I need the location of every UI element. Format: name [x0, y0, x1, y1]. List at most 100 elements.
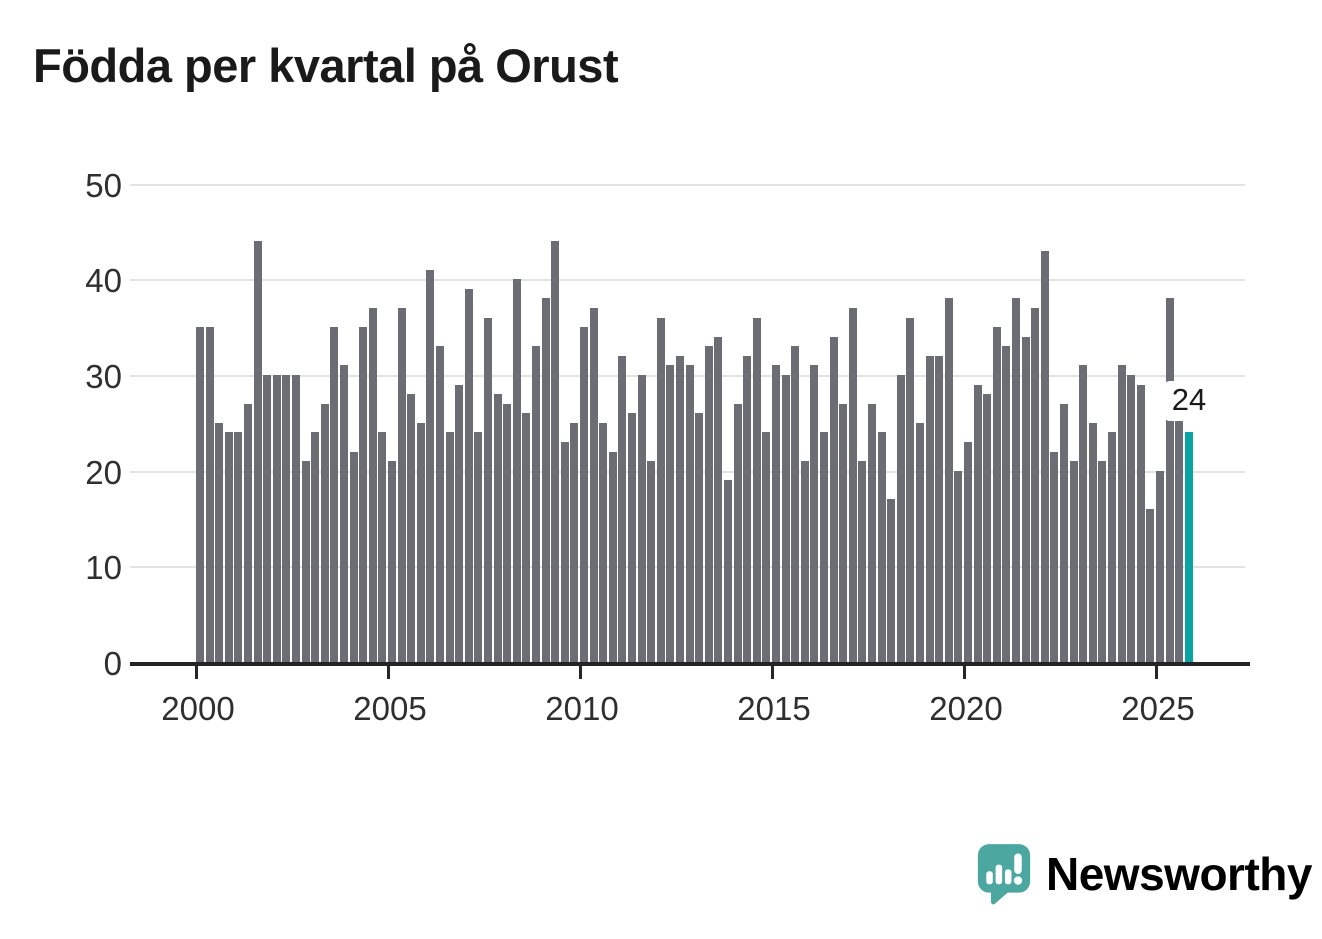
bar-2003-q2: [320, 403, 329, 662]
bar-2024-q1: [1117, 365, 1126, 662]
bar-2023-q4: [1108, 432, 1116, 662]
x-axis-label-2025: 2025: [1121, 690, 1195, 727]
bar-2017-q4: [877, 432, 886, 662]
x-axis-tick-2000: [195, 666, 198, 679]
x-axis-label-2020: 2020: [929, 690, 1003, 727]
newsworthy-logo-icon: [977, 844, 1031, 905]
bar-2012-q3: [676, 355, 684, 662]
bar-2011-q1: [618, 355, 627, 662]
bar-2003-q1: [311, 432, 320, 662]
gridline-50: [130, 183, 1245, 186]
bar-2013-q2: [704, 346, 713, 662]
bar-2004-q1: [349, 451, 358, 662]
bar-2016-q4: [839, 403, 848, 662]
bar-2021-q3: [1021, 336, 1030, 662]
bar-2014-q1: [733, 403, 742, 662]
bar-2001-q3: [253, 241, 262, 662]
bar-2020-q3: [983, 394, 992, 662]
bar-2000-q2: [205, 327, 214, 662]
bar-2017-q2: [858, 461, 867, 662]
bar-2004-q3: [368, 308, 377, 662]
newsworthy-logo-text: Newsworthy: [1046, 848, 1312, 900]
bar-2006-q4: [455, 384, 464, 662]
bar-2022-q4: [1069, 461, 1078, 662]
x-axis-line: [130, 662, 1250, 666]
bar-2009-q2: [551, 241, 560, 662]
bar-2024-q2: [1127, 375, 1136, 662]
bar-2001-q2: [244, 403, 252, 662]
bar-2009-q4: [570, 422, 579, 662]
bar-2005-q4: [416, 422, 425, 662]
bar-2012-q4: [685, 365, 694, 662]
bar-2012-q1: [656, 317, 665, 662]
bar-2025-q3: [1175, 413, 1184, 662]
newsworthy-logo[interactable]: Newsworthy: [976, 842, 1312, 906]
bar-2025-q1: [1156, 470, 1164, 662]
bar-2025-q4: [1184, 432, 1193, 662]
bar-2011-q3: [637, 375, 646, 662]
bar-2002-q2: [282, 375, 291, 662]
callout-value: 24: [1171, 382, 1207, 418]
bar-2006-q2: [436, 346, 444, 662]
bar-2003-q4: [340, 365, 348, 662]
bar-2010-q4: [608, 451, 617, 662]
bar-2020-q4: [992, 327, 1001, 662]
bar-2024-q4: [1146, 508, 1155, 662]
bar-2002-q1: [272, 375, 281, 662]
bar-2008-q2: [512, 279, 521, 662]
y-axis-label-0: 0: [103, 645, 122, 682]
bar-2009-q1: [541, 298, 550, 662]
bar-2011-q2: [628, 413, 636, 662]
bar-2002-q3: [292, 375, 300, 662]
bar-2019-q2: [935, 355, 944, 662]
bar-2013-q1: [695, 413, 704, 662]
bar-2003-q3: [330, 327, 339, 662]
bar-2015-q1: [772, 365, 780, 662]
bar-2013-q3: [714, 336, 723, 662]
x-axis-label-2000: 2000: [161, 690, 235, 727]
bar-2014-q3: [752, 317, 761, 662]
bar-2012-q2: [666, 365, 675, 662]
bar-2008-q3: [522, 413, 531, 662]
y-axis-label-20: 20: [85, 453, 122, 491]
bar-2005-q1: [388, 461, 396, 662]
bar-2017-q3: [868, 403, 876, 662]
bar-2019-q4: [954, 470, 963, 662]
bar-2007-q3: [484, 317, 492, 662]
bar-2023-q1: [1079, 365, 1088, 662]
bar-2000-q4: [224, 432, 233, 662]
bar-2008-q4: [532, 346, 540, 662]
bar-2014-q4: [762, 432, 771, 662]
bar-2010-q3: [599, 422, 608, 662]
x-axis-label-2015: 2015: [737, 690, 811, 727]
bar-2004-q4: [378, 432, 387, 662]
bar-2007-q2: [474, 432, 483, 662]
bar-2017-q1: [848, 308, 857, 662]
bar-2019-q3: [944, 298, 953, 662]
bar-2016-q3: [829, 336, 838, 662]
bar-2018-q2: [896, 375, 905, 662]
bar-2007-q4: [493, 394, 502, 662]
gridline-40: [130, 279, 1245, 282]
bar-2008-q1: [503, 403, 512, 662]
bar-2010-q1: [580, 327, 588, 662]
y-axis-label-40: 40: [85, 262, 122, 300]
value-callout: 24: [1151, 382, 1215, 421]
bar-2021-q4: [1031, 308, 1040, 662]
bar-2022-q3: [1060, 403, 1068, 662]
bar-2019-q1: [925, 355, 934, 662]
bar-2021-q2: [1012, 298, 1020, 662]
bar-2025-q2: [1165, 298, 1174, 662]
y-axis-label-10: 10: [85, 549, 122, 587]
x-axis-tick-2020: [963, 666, 966, 679]
bar-2018-q3: [906, 317, 915, 662]
x-axis-tick-2005: [387, 666, 390, 679]
bar-2009-q3: [560, 441, 569, 662]
bar-2000-q1: [196, 327, 204, 662]
bar-2013-q4: [724, 480, 732, 662]
bar-2016-q2: [820, 432, 828, 662]
bar-2023-q3: [1098, 461, 1107, 662]
bar-2020-q1: [964, 441, 972, 662]
